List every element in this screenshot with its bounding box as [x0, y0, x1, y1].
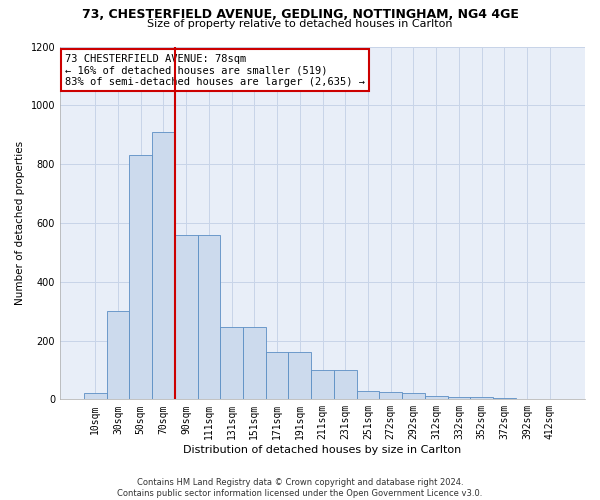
X-axis label: Distribution of detached houses by size in Carlton: Distribution of detached houses by size … [184, 445, 461, 455]
Bar [220, 328, 243, 400]
Text: Contains HM Land Registry data © Crown copyright and database right 2024.
Contai: Contains HM Land Registry data © Crown c… [118, 478, 482, 498]
Bar [152, 132, 175, 400]
Text: Size of property relative to detached houses in Carlton: Size of property relative to detached ho… [147, 19, 453, 29]
Bar [175, 234, 197, 400]
Bar [107, 311, 130, 400]
Bar [243, 328, 266, 400]
Bar [266, 352, 289, 400]
Bar [289, 352, 311, 400]
Bar [470, 397, 493, 400]
Bar [448, 397, 470, 400]
Bar [334, 370, 356, 400]
Text: 73, CHESTERFIELD AVENUE, GEDLING, NOTTINGHAM, NG4 4GE: 73, CHESTERFIELD AVENUE, GEDLING, NOTTIN… [82, 8, 518, 20]
Bar [379, 392, 402, 400]
Text: 73 CHESTERFIELD AVENUE: 78sqm
← 16% of detached houses are smaller (519)
83% of : 73 CHESTERFIELD AVENUE: 78sqm ← 16% of d… [65, 54, 365, 87]
Bar [311, 370, 334, 400]
Bar [130, 156, 152, 400]
Bar [493, 398, 515, 400]
Bar [84, 394, 107, 400]
Bar [425, 396, 448, 400]
Bar [402, 394, 425, 400]
Bar [197, 234, 220, 400]
Bar [356, 390, 379, 400]
Y-axis label: Number of detached properties: Number of detached properties [15, 141, 25, 305]
